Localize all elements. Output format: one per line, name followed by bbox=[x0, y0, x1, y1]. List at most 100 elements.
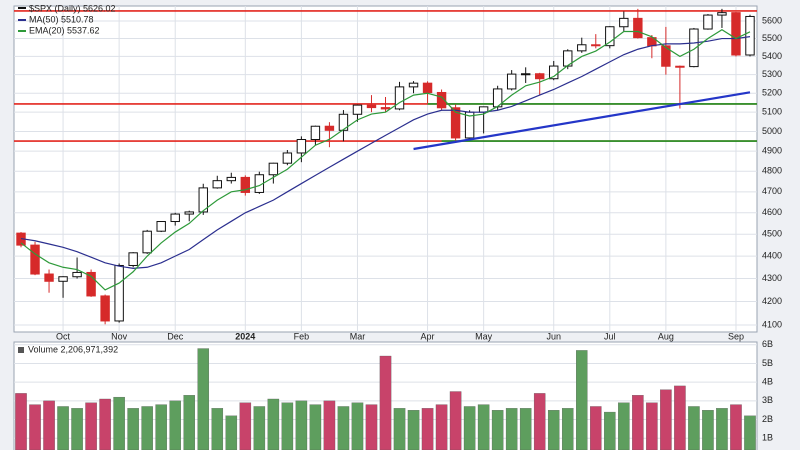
x-tick-label: 2024 bbox=[235, 331, 255, 341]
x-tick-label: Dec bbox=[167, 331, 184, 341]
candle-body bbox=[114, 264, 124, 322]
y-tick-label: 5000 bbox=[762, 126, 782, 136]
x-tick-label: May bbox=[475, 331, 493, 341]
x-tick-label: Jun bbox=[546, 331, 561, 341]
candle-body bbox=[366, 104, 377, 109]
volume-bar bbox=[477, 404, 490, 450]
y-tick-label: 4800 bbox=[762, 166, 782, 176]
candle-body bbox=[605, 26, 615, 47]
x-tick-label: Mar bbox=[350, 331, 366, 341]
candle-body bbox=[58, 276, 68, 282]
candle-body bbox=[689, 28, 699, 68]
volume-bar bbox=[674, 385, 686, 450]
volume-bar bbox=[281, 402, 294, 450]
volume-bar bbox=[449, 391, 462, 450]
volume-bar bbox=[702, 410, 714, 450]
volume-bar bbox=[197, 348, 210, 450]
volume-bar bbox=[29, 404, 41, 450]
volume-bar bbox=[43, 400, 55, 450]
volume-bar bbox=[323, 400, 336, 450]
volume-bar bbox=[365, 404, 378, 450]
y-tick-label: 4B bbox=[762, 377, 773, 387]
candle-body bbox=[100, 295, 110, 322]
candle-body bbox=[745, 15, 755, 56]
x-tick-label: Aug bbox=[658, 331, 674, 341]
volume-bar bbox=[15, 393, 27, 450]
volume-bar bbox=[127, 408, 139, 450]
candle-body bbox=[212, 180, 222, 189]
candle-body bbox=[535, 73, 545, 80]
candle-body bbox=[675, 65, 685, 68]
ma-line bbox=[20, 29, 751, 291]
volume-bar bbox=[590, 406, 602, 450]
trend-line bbox=[413, 91, 751, 151]
candle-body bbox=[450, 107, 461, 139]
volume-bar bbox=[71, 408, 83, 450]
volume-bar bbox=[491, 410, 504, 450]
candle-body bbox=[170, 213, 180, 223]
y-tick-label: 4600 bbox=[762, 207, 782, 217]
legend-swatch bbox=[18, 30, 26, 32]
volume-bar bbox=[533, 393, 546, 450]
volume-title: Volume 2,206,971,392 bbox=[28, 344, 118, 354]
candle-body bbox=[619, 17, 629, 28]
candle-body bbox=[30, 244, 40, 275]
x-tick-label: Jul bbox=[604, 331, 616, 341]
y-tick-label: 4200 bbox=[762, 296, 782, 306]
y-tick-label: 4300 bbox=[762, 273, 782, 283]
candle-body bbox=[380, 107, 391, 110]
y-tick-label: 5400 bbox=[762, 51, 782, 61]
y-tick-label: 6B bbox=[762, 339, 773, 349]
y-tick-label: 2B bbox=[762, 414, 773, 424]
candle-body bbox=[577, 44, 587, 52]
candle-body bbox=[394, 86, 405, 110]
x-tick-label: Sep bbox=[728, 331, 744, 341]
volume-bar bbox=[113, 396, 125, 450]
volume-bar bbox=[646, 402, 658, 450]
candle-body bbox=[240, 176, 251, 193]
volume-bar bbox=[183, 395, 195, 450]
candle-body bbox=[520, 73, 531, 76]
volume-bar bbox=[505, 408, 518, 450]
candle-body bbox=[352, 104, 363, 115]
volume-bar bbox=[337, 406, 350, 450]
candle-body bbox=[198, 187, 208, 213]
y-tick-label: 5B bbox=[762, 358, 773, 368]
candle-body bbox=[268, 162, 279, 176]
candle-body bbox=[226, 176, 236, 182]
volume-bar bbox=[463, 406, 476, 450]
y-tick-label: 5300 bbox=[762, 69, 782, 79]
candle-body bbox=[142, 230, 152, 254]
x-tick-label: Feb bbox=[294, 331, 310, 341]
candle-body bbox=[549, 65, 559, 80]
y-tick-label: 4700 bbox=[762, 186, 782, 196]
candle-body bbox=[591, 44, 601, 47]
volume-bar bbox=[379, 355, 392, 450]
volume-bar bbox=[253, 406, 266, 450]
candle-body bbox=[661, 45, 671, 67]
legend-swatch bbox=[18, 347, 24, 353]
volume-bar bbox=[267, 398, 280, 450]
volume-bar bbox=[660, 389, 672, 450]
y-tick-label: 4900 bbox=[762, 146, 782, 156]
volume-bar bbox=[421, 408, 434, 450]
candle-body bbox=[156, 221, 166, 232]
candle-body bbox=[282, 152, 293, 164]
volume-bar bbox=[85, 402, 97, 450]
volume-bar bbox=[519, 408, 532, 450]
volume-bar bbox=[309, 404, 322, 450]
candle-body bbox=[633, 17, 643, 39]
x-tick-label: Nov bbox=[111, 331, 128, 341]
volume-bar bbox=[169, 400, 181, 450]
legend-label: EMA(20) 5537.62 bbox=[29, 25, 100, 35]
y-tick-label: 4500 bbox=[762, 229, 782, 239]
candle-body bbox=[717, 12, 727, 16]
volume-bar bbox=[435, 404, 448, 450]
candle-body bbox=[731, 12, 741, 56]
x-tick-label: Apr bbox=[421, 331, 435, 341]
y-tick-label: 1B bbox=[762, 433, 773, 443]
y-tick-label: 5200 bbox=[762, 88, 782, 98]
volume-bar bbox=[688, 406, 700, 450]
y-tick-label: 5500 bbox=[762, 33, 782, 43]
